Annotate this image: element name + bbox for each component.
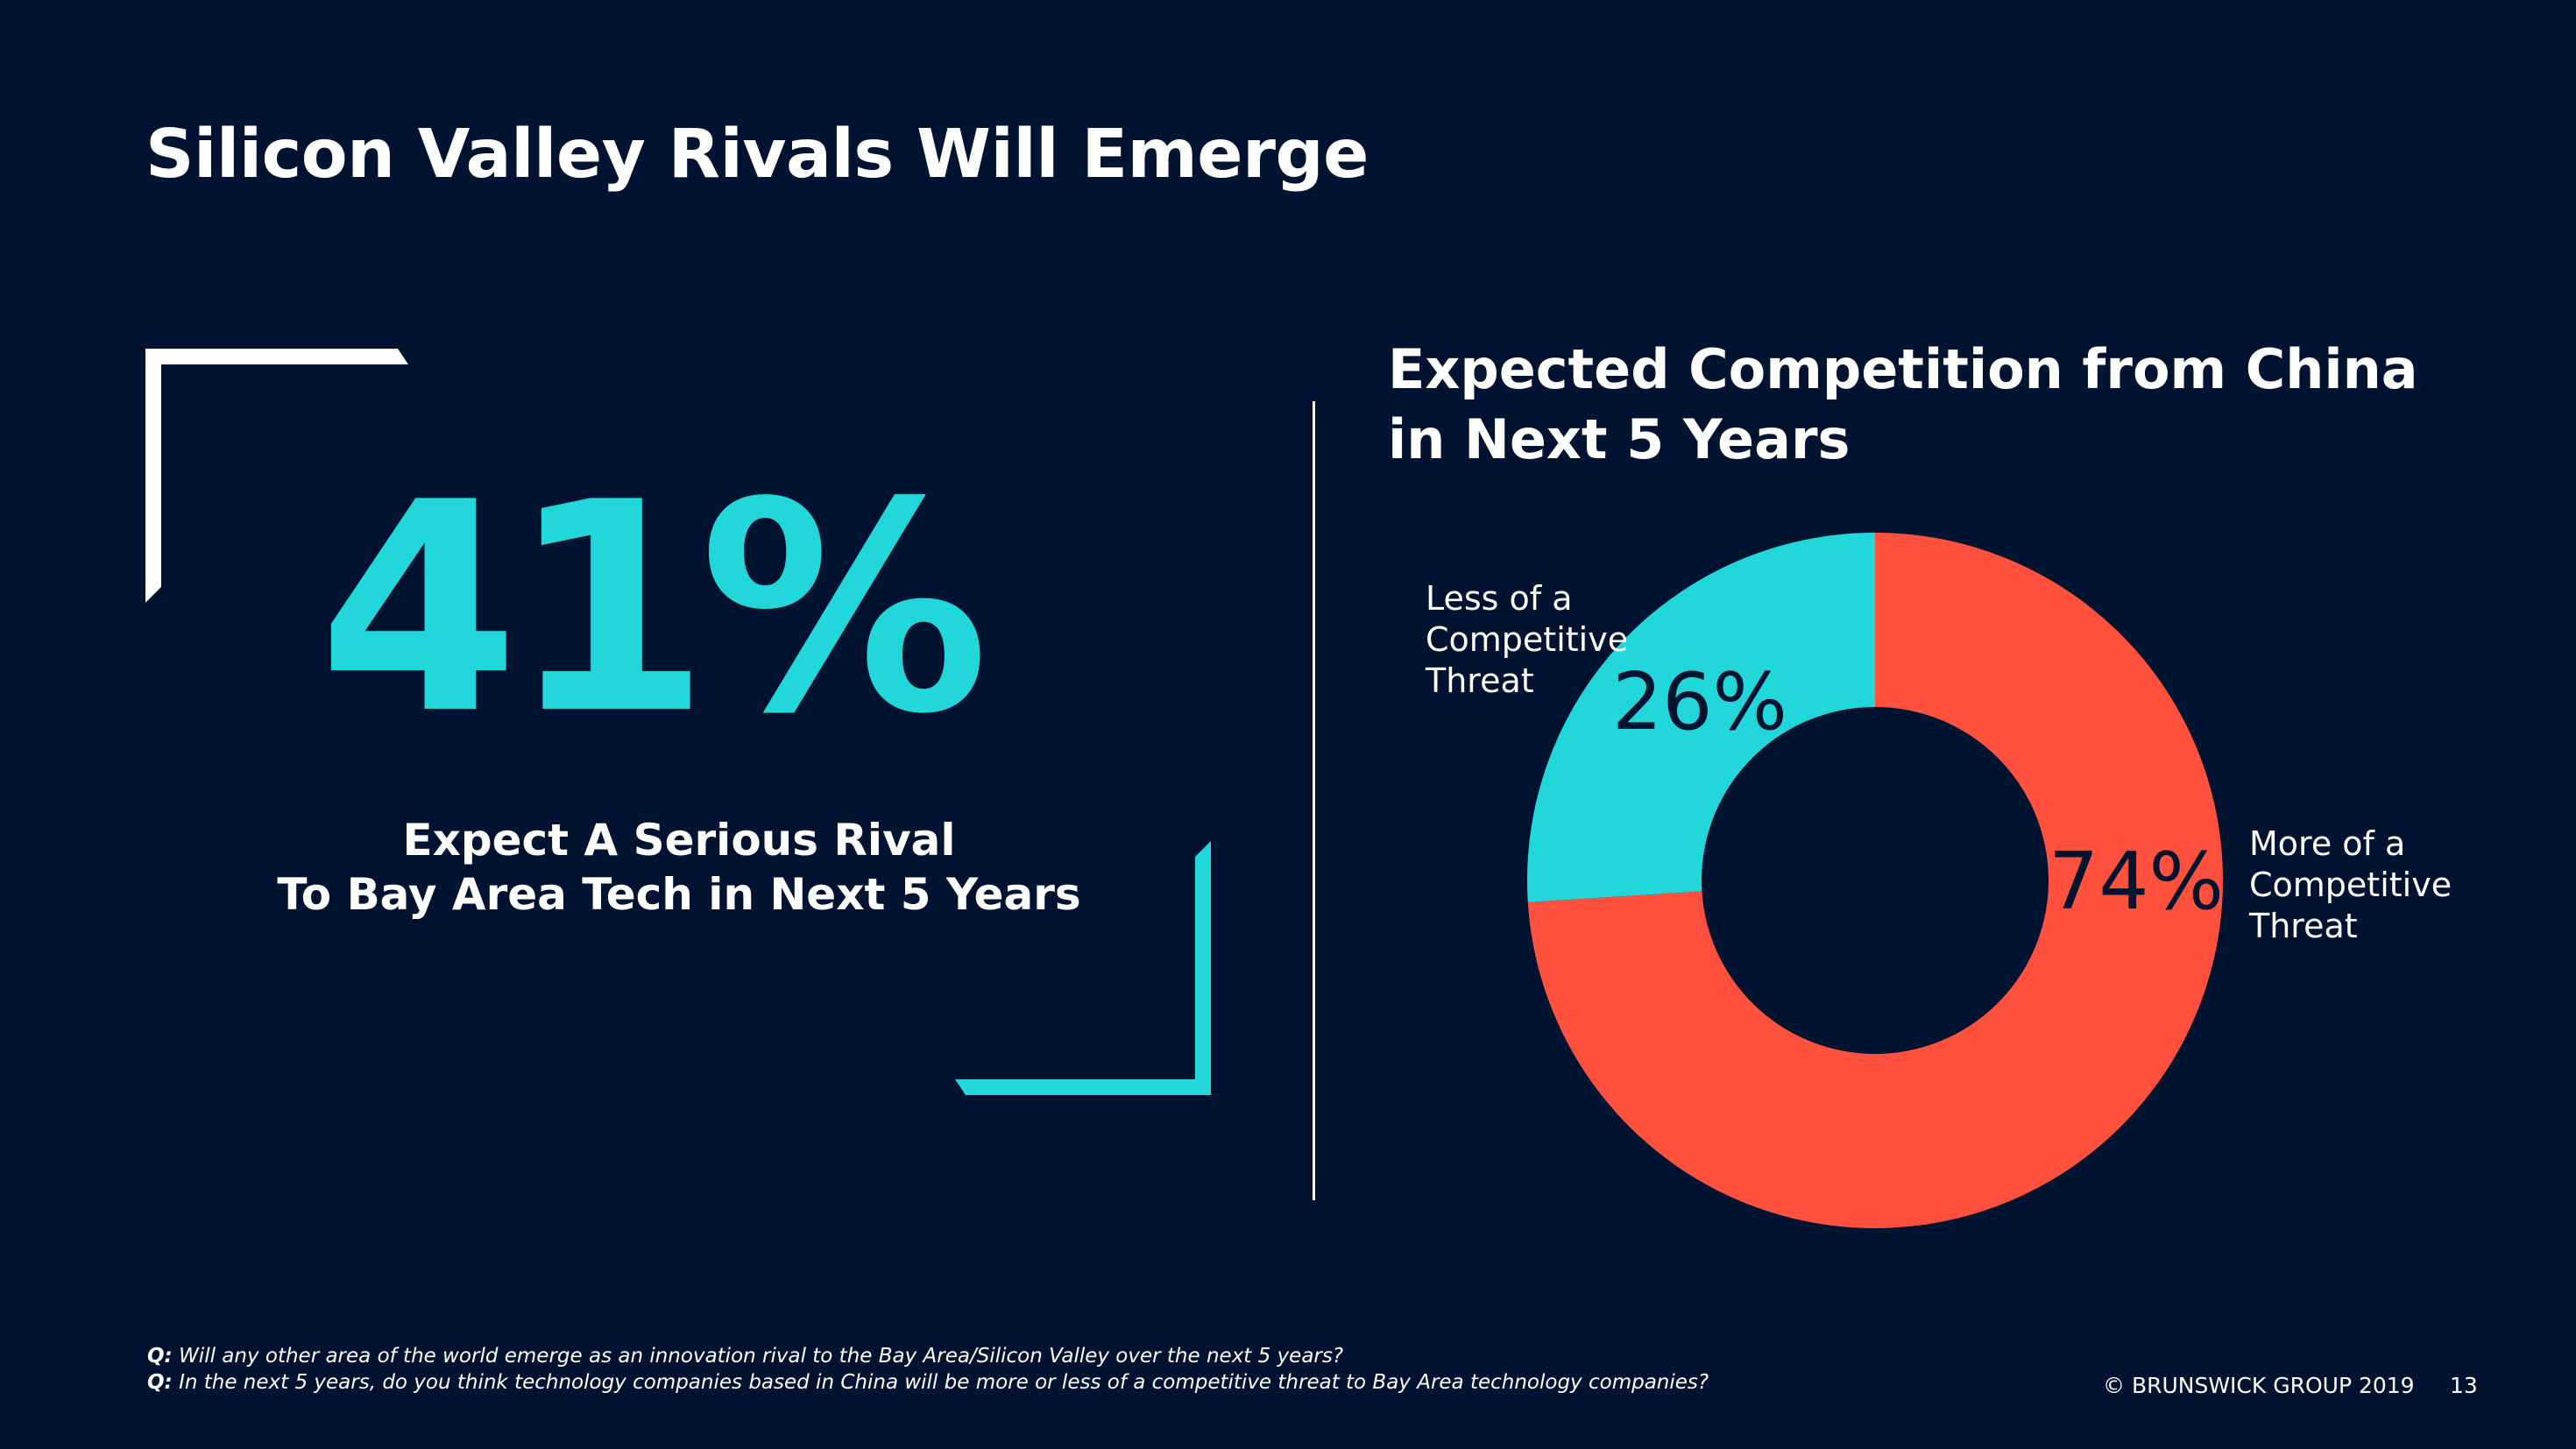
donut-slice-more [1527, 533, 2223, 1228]
slice-label-more-line-3: Threat [2249, 907, 2358, 945]
footnote-1-text: Will any other area of the world emerge … [179, 1345, 1344, 1368]
slice-label-more: More of a Competitive Threat [2249, 823, 2452, 947]
slide-title: Silicon Valley Rivals Will Emerge [145, 116, 1369, 194]
footnote-2: Q: In the next 5 years, do you think tec… [147, 1369, 2075, 1396]
stat-caption-line-2: To Bay Area Tech in Next 5 Years [277, 869, 1081, 920]
slice-label-less-line-3: Threat [1426, 661, 1534, 700]
footnote-2-prefix: Q: [147, 1371, 173, 1394]
slice-label-less: Less of a Competitive Threat [1426, 578, 1628, 702]
copyright: © BRUNSWICK GROUP 2019 [2103, 1373, 2415, 1398]
slice-label-more-line-1: More of a [2249, 824, 2406, 863]
chart-title: Expected Competition from China in Next … [1388, 337, 2418, 471]
vertical-divider [1313, 401, 1315, 1200]
stat-caption: Expect A Serious Rival To Bay Area Tech … [245, 813, 1113, 922]
slice-label-more-line-2: Competitive [2249, 866, 2452, 904]
slice-value-more: 74% [2049, 836, 2225, 928]
donut-slice-less [1527, 533, 1875, 902]
footnotes: Q: Will any other area of the world emer… [147, 1343, 2075, 1396]
slice-label-less-line-2: Competitive [1426, 620, 1629, 659]
stat-caption-line-1: Expect A Serious Rival [402, 815, 956, 866]
slice-value-less: 26% [1612, 656, 1788, 748]
footnote-1: Q: Will any other area of the world emer… [147, 1343, 2075, 1369]
footnote-2-text: In the next 5 years, do you think techno… [179, 1371, 1709, 1394]
donut-chart [1527, 533, 2223, 1228]
footnote-1-prefix: Q: [147, 1345, 173, 1368]
slice-label-less-line-1: Less of a [1426, 579, 1573, 618]
page-number: 13 [2450, 1373, 2478, 1398]
headline-stat: 41% [318, 441, 989, 777]
